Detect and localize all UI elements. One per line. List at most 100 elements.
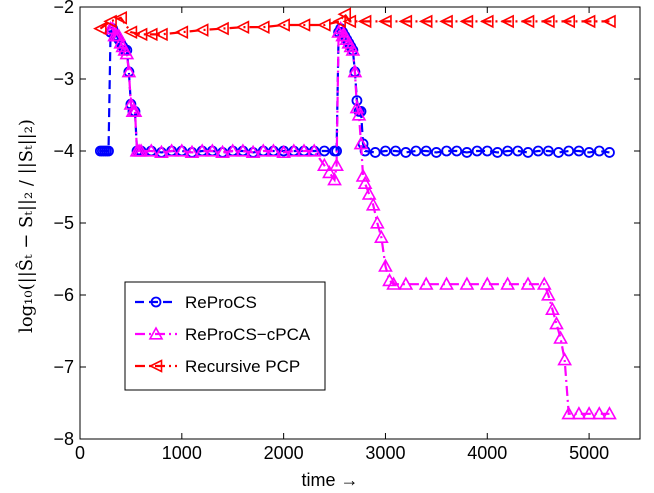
data-point	[345, 42, 361, 56]
data-point	[604, 147, 615, 158]
data-point	[365, 197, 381, 211]
data-point	[439, 14, 453, 29]
data-point	[327, 172, 342, 186]
data-point	[121, 64, 137, 78]
data-point	[154, 144, 169, 159]
data-point	[355, 106, 367, 117]
data-point	[347, 64, 363, 78]
x-axis-label: time →	[301, 470, 358, 490]
data-point	[357, 175, 373, 189]
data-point	[255, 143, 271, 157]
series-1	[103, 20, 617, 420]
data-point	[481, 145, 493, 157]
data-point	[390, 145, 402, 157]
data-point	[127, 103, 143, 117]
data-point	[541, 287, 556, 301]
series-line	[100, 25, 610, 154]
data-point	[93, 21, 107, 36]
x-tick-label: 4000	[467, 443, 507, 463]
data-point	[602, 406, 617, 420]
data-point	[317, 18, 331, 32]
legend-marker	[148, 326, 164, 340]
data-point	[245, 144, 261, 159]
data-point	[410, 145, 422, 157]
data-point	[205, 143, 220, 157]
data-point	[317, 157, 332, 171]
data-point	[459, 14, 474, 29]
data-point	[235, 20, 250, 34]
series-line	[99, 12, 610, 36]
data-point	[549, 316, 564, 330]
data-point	[374, 229, 389, 243]
legend: ReProCS ReProCS−cPCA Recursive PCP	[124, 281, 326, 391]
y-tick-label: −8	[53, 429, 74, 449]
axes	[79, 6, 641, 440]
x-tick-label: 3000	[365, 443, 405, 463]
series-layer	[93, 7, 617, 420]
y-tick-label: −5	[53, 213, 74, 233]
x-tick-label: 1000	[162, 443, 202, 463]
x-tick-label: 0	[75, 443, 85, 463]
data-point	[541, 14, 555, 29]
data-point	[266, 143, 281, 157]
data-point	[400, 147, 412, 158]
series-2	[93, 7, 616, 42]
data-point	[174, 143, 190, 157]
data-point	[351, 107, 367, 121]
data-point	[378, 258, 393, 272]
legend-marker	[148, 359, 163, 373]
data-point	[351, 95, 363, 106]
data-point	[591, 406, 607, 420]
data-point	[143, 143, 159, 157]
data-point	[536, 276, 552, 290]
data-point	[113, 11, 128, 25]
data-point	[133, 143, 149, 157]
data-point	[545, 301, 560, 316]
data-point	[553, 330, 568, 344]
data-point	[520, 276, 536, 290]
data-point	[571, 406, 587, 420]
data-point	[357, 14, 372, 29]
data-point	[520, 14, 535, 29]
data-point	[500, 276, 515, 290]
data-point	[451, 145, 463, 157]
data-point	[398, 276, 414, 290]
data-point	[532, 145, 544, 157]
data-point	[103, 14, 117, 29]
data-point	[461, 147, 473, 158]
data-point	[593, 145, 605, 157]
data-point	[255, 20, 270, 34]
legend-marker	[150, 296, 162, 308]
legend-box	[124, 281, 326, 391]
data-point	[439, 276, 454, 290]
data-point	[235, 143, 251, 157]
data-point	[276, 144, 291, 159]
data-point	[581, 14, 596, 29]
data-point	[276, 18, 290, 32]
x-tick-label: 5000	[569, 443, 609, 463]
data-point	[542, 145, 554, 157]
data-point	[418, 14, 433, 29]
y-tick-label: −6	[53, 285, 74, 305]
y-tick-label: −4	[53, 141, 74, 161]
data-point	[553, 147, 564, 158]
legend-label: ReProCS−cPCA	[185, 325, 311, 344]
data-point	[459, 276, 475, 290]
data-point	[296, 18, 311, 32]
data-point	[561, 14, 576, 29]
data-point	[329, 157, 344, 171]
data-point	[369, 215, 385, 229]
y-axis-label: log₁₀(||Ŝₜ − Sₜ||₂ / ||Sₜ||₂)	[14, 119, 37, 333]
data-point	[563, 145, 575, 157]
data-point	[380, 145, 391, 157]
data-point	[522, 147, 534, 158]
y-tick-label: −7	[53, 357, 74, 377]
data-point	[573, 145, 585, 157]
data-point	[398, 14, 413, 29]
data-point	[479, 14, 494, 29]
data-point	[119, 46, 135, 60]
data-point	[342, 14, 357, 29]
data-point	[378, 14, 392, 29]
data-point	[225, 143, 241, 157]
